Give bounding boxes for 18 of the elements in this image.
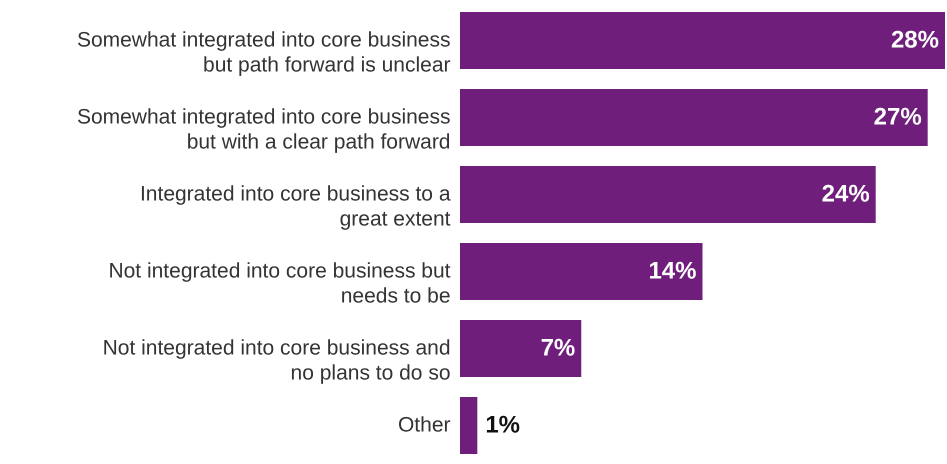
y-tick-label: Other [398,414,450,436]
data-label: 1% [485,412,520,438]
bar [460,397,478,454]
data-label: 7% [540,334,576,362]
data-label: 14% [648,258,696,284]
data-label: 28% [890,26,939,54]
y-tick-label: Not integrated into core business but needs to be [108,260,451,308]
bar [460,89,928,146]
bar [460,243,702,300]
bar [460,320,582,377]
y-tick-label: Not integrated into core business and no plans to do so [102,336,450,384]
bar [460,12,945,69]
y-tick-label: Somewhat integrated into core business but with a clear path forward [76,106,450,154]
y-tick-label: Integrated into core business to a great extent [140,182,451,230]
y-tick-label: Somewhat integrated into core business but path forward is unclear [76,28,451,76]
data-label: 27% [874,104,922,130]
bar [460,166,876,223]
data-label: 24% [822,180,870,208]
